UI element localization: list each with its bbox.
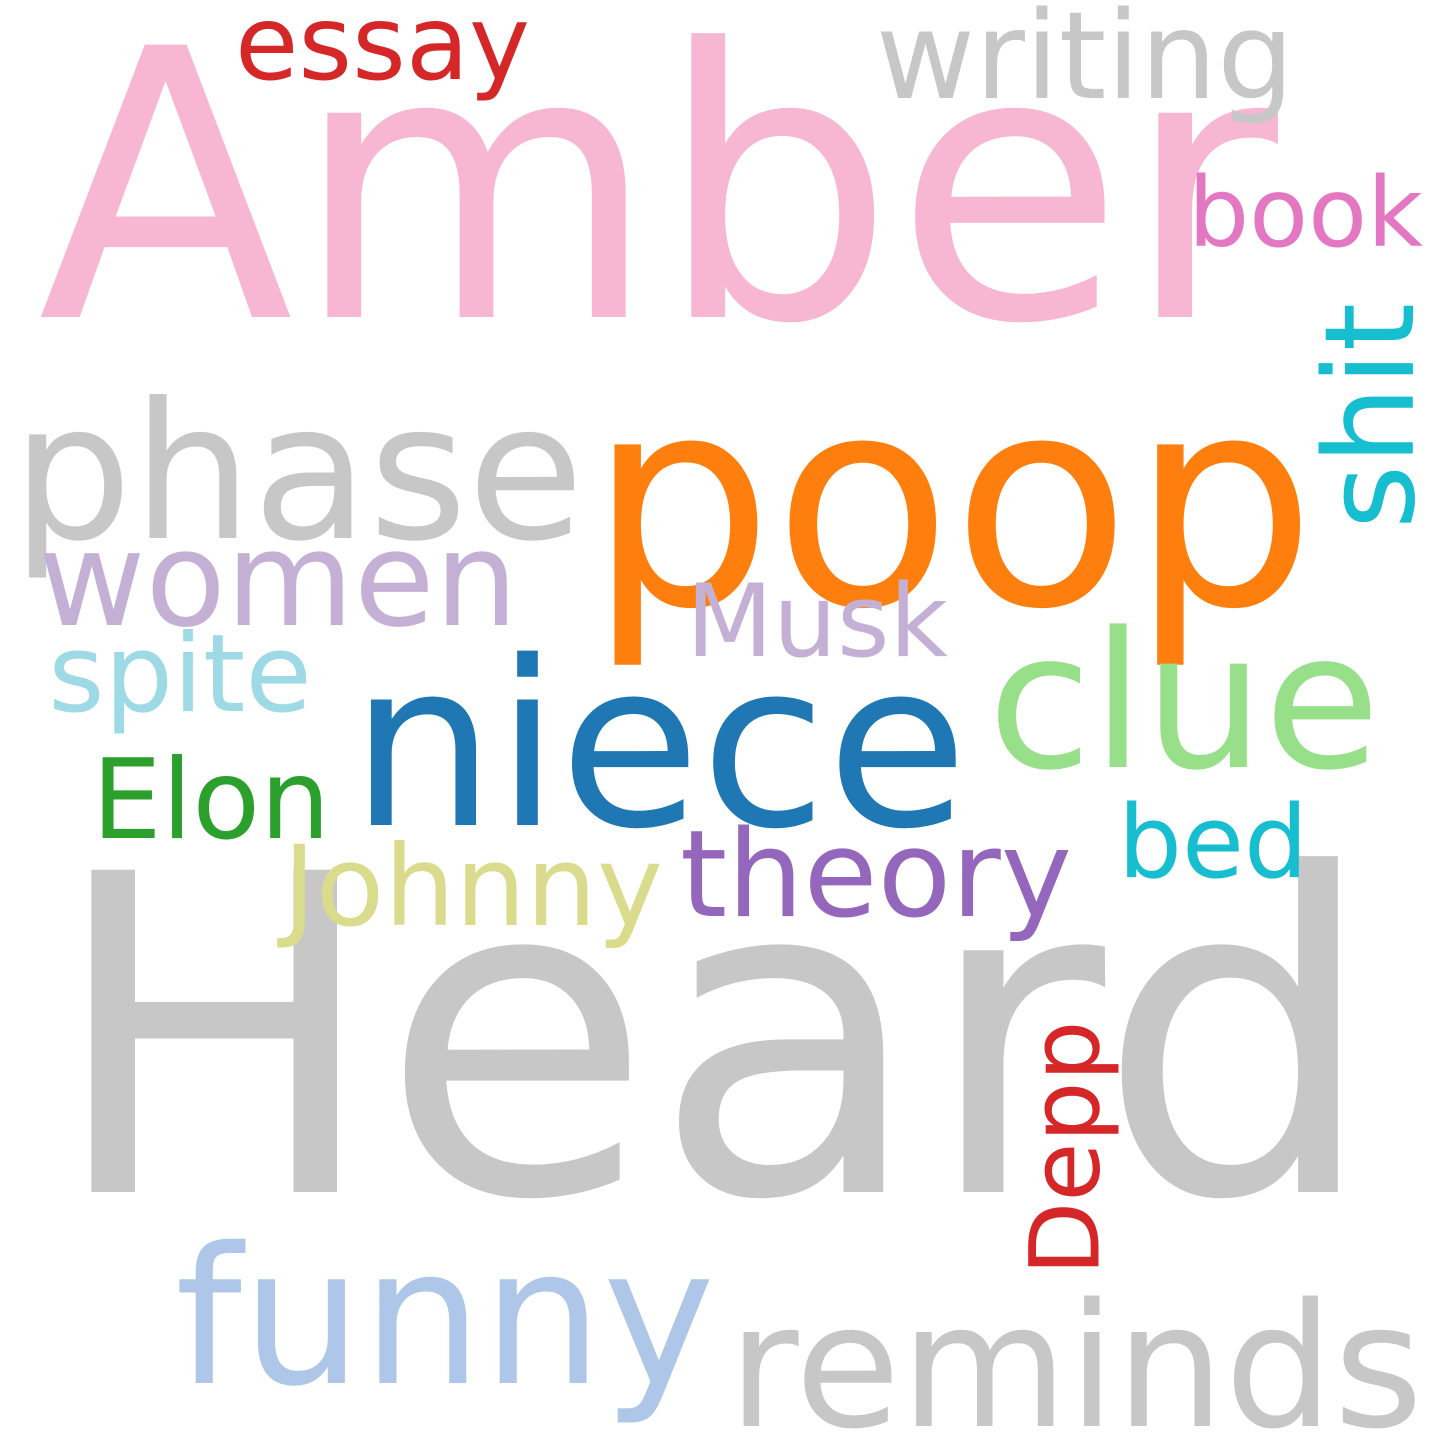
word-amber: Amber — [37, 0, 1278, 407]
word-elon: Elon — [91, 735, 331, 865]
word-clue: clue — [987, 591, 1381, 812]
word-spite: spite — [48, 612, 312, 737]
word-poop: poop — [588, 333, 1317, 673]
word-shit: shit — [1298, 302, 1440, 530]
word-book: book — [1188, 156, 1423, 269]
word-phase: phase — [11, 361, 585, 583]
word-essay: essay — [235, 0, 531, 104]
word-musk: Musk — [686, 562, 948, 680]
word-writing: writing — [875, 0, 1295, 128]
word-women: women — [38, 503, 518, 657]
word-niece: niece — [350, 613, 968, 881]
word-depp: Depp — [1009, 1019, 1122, 1276]
word-funny: funny — [175, 1206, 716, 1428]
word-johnny: Johnny — [282, 822, 663, 953]
word-heard: Heard — [48, 783, 1378, 1297]
word-bed: bed — [1118, 782, 1308, 901]
word-theory: theory — [680, 804, 1072, 945]
word-reminds: reminds — [728, 1266, 1424, 1440]
